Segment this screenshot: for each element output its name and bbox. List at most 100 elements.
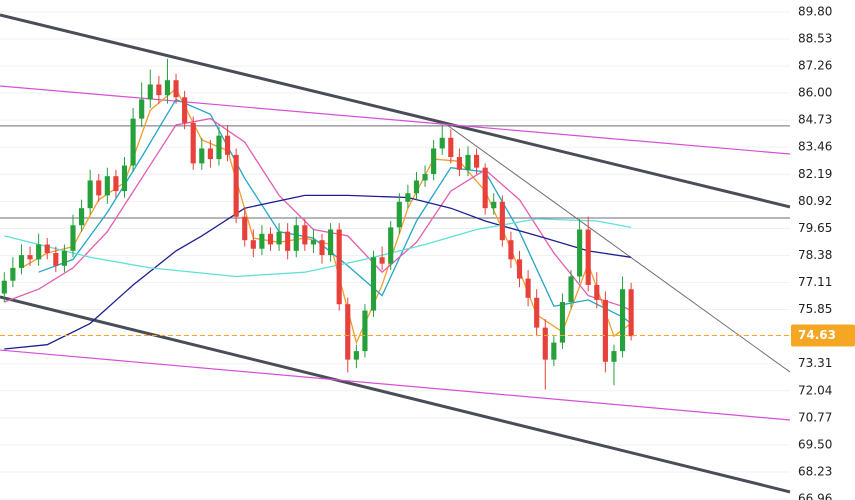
candle-body — [18, 255, 25, 268]
candle-body — [156, 84, 162, 96]
candle-body — [113, 176, 119, 192]
candle-body — [130, 118, 136, 166]
candle-body — [216, 135, 222, 160]
y-tick-label: 80.92 — [798, 194, 832, 208]
moving-average — [4, 194, 632, 350]
candle-body — [525, 278, 531, 298]
candle-body — [139, 99, 145, 119]
candle-body — [207, 148, 213, 160]
candle-body — [44, 244, 50, 253]
candle-body — [345, 304, 351, 360]
candle-body — [276, 231, 282, 245]
candle-body — [628, 289, 634, 337]
candle-body — [534, 297, 540, 328]
candle-body — [491, 201, 497, 209]
candle-body — [439, 137, 445, 149]
candle-body — [336, 229, 342, 305]
last-price-label: 74.63 — [798, 328, 836, 342]
candle-body — [431, 148, 437, 175]
candle-body — [396, 201, 402, 228]
candle-body — [310, 240, 316, 245]
candle-body — [619, 289, 626, 352]
candle-body — [362, 310, 368, 352]
candle-body — [474, 154, 480, 168]
candle-body — [104, 176, 110, 196]
y-tick-label: 86.00 — [798, 86, 832, 100]
candle-body — [353, 351, 359, 360]
candle-body — [585, 229, 591, 285]
y-tick-label: 69.50 — [798, 437, 832, 451]
candle-body — [568, 276, 574, 303]
candle-body — [482, 167, 488, 209]
moving-average — [38, 98, 632, 324]
candle-body — [508, 240, 514, 260]
candle-body — [121, 165, 128, 192]
y-tick-label: 87.26 — [798, 59, 832, 73]
candle-body — [388, 227, 394, 264]
candle-body — [182, 97, 188, 123]
y-tick-label: 73.31 — [798, 356, 832, 370]
candle-body — [199, 148, 205, 164]
candle-body — [53, 252, 59, 266]
candle-body — [319, 240, 325, 256]
trend-line — [0, 85, 791, 155]
y-tick-label: 79.65 — [798, 221, 832, 235]
candle-body — [328, 229, 334, 256]
candle-body — [594, 284, 600, 300]
candle-body — [173, 80, 179, 98]
y-tick-label: 83.46 — [798, 140, 832, 154]
y-tick-label: 66.96 — [798, 492, 832, 500]
candle-body — [370, 257, 377, 311]
candle-body — [147, 84, 153, 100]
candle-body — [164, 80, 171, 96]
candle-body — [190, 122, 196, 164]
y-tick-label: 84.73 — [798, 113, 832, 127]
trend-line — [0, 349, 791, 421]
candle-body — [456, 156, 462, 170]
trend-line — [0, 295, 791, 494]
candle-body — [96, 180, 102, 196]
y-tick-label: 68.23 — [798, 465, 832, 479]
candle-body — [551, 342, 557, 360]
candle-body — [577, 229, 583, 277]
candle-body — [61, 250, 67, 266]
candle-body — [542, 327, 548, 360]
y-tick-label: 82.19 — [798, 167, 832, 181]
last-price-box — [791, 324, 855, 347]
y-tick-label: 72.04 — [798, 383, 832, 397]
candle-body — [448, 137, 454, 157]
candle-body — [87, 180, 93, 209]
candle-body — [413, 180, 420, 194]
candle-body — [516, 259, 523, 279]
candle-body — [379, 257, 385, 264]
y-tick-label: 89.80 — [798, 4, 832, 18]
trend-line — [0, 13, 791, 209]
moving-average — [4, 218, 632, 278]
candle-body — [293, 225, 299, 251]
y-tick-label: 88.53 — [798, 32, 832, 46]
candle-body — [10, 267, 16, 281]
candle-body — [36, 244, 42, 260]
y-tick-label: 77.11 — [798, 275, 832, 289]
y-tick-label: 75.85 — [798, 302, 832, 316]
candle-body — [302, 225, 308, 245]
candle-body — [499, 201, 505, 241]
candle-body — [233, 154, 239, 217]
candle-body — [405, 193, 411, 202]
candle-body — [224, 135, 231, 155]
candle-body — [422, 174, 428, 181]
y-tick-label: 78.38 — [798, 248, 832, 262]
candle-body — [285, 231, 291, 251]
candle-body — [27, 255, 33, 260]
candle-body — [250, 240, 256, 249]
candle-body — [465, 154, 471, 170]
candle-body — [70, 225, 76, 251]
candle-body — [267, 233, 274, 245]
y-tick-label: 70.77 — [798, 410, 832, 424]
candle-body — [79, 208, 85, 226]
candle-body — [242, 216, 248, 241]
trend-line — [447, 125, 791, 373]
candle-body — [1, 280, 7, 294]
